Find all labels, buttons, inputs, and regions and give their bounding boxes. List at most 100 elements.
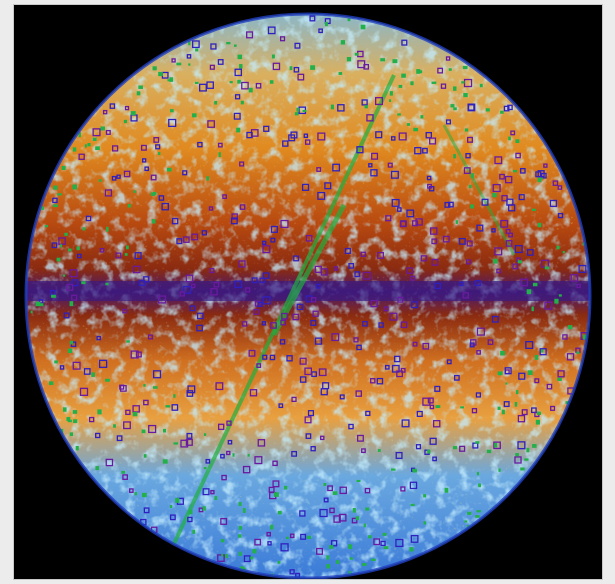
source-box [391,136,396,141]
green-dot [382,532,387,536]
source-box [220,453,225,459]
green-dot [113,424,116,428]
source-box [458,237,466,245]
green-dot [329,545,334,549]
source-box [231,213,238,220]
source-box [514,456,522,464]
green-dot [158,152,161,156]
source-box [499,173,505,180]
source-box [241,81,249,90]
source-box [191,40,200,49]
green-dot [352,508,356,513]
source-box [206,81,214,89]
green-dot [520,467,525,471]
source-box [226,450,231,456]
source-box [442,235,450,243]
source-box [158,195,165,201]
green-dot [531,306,534,312]
source-box [370,378,376,384]
source-box [143,507,150,514]
green-dot [214,100,218,105]
source-box [79,387,89,396]
green-dot [38,303,44,307]
source-box [429,227,438,235]
source-box [427,397,434,404]
source-box [356,344,362,351]
green-dot [248,87,253,93]
source-box [142,158,147,163]
source-box [102,109,108,115]
source-box [85,215,92,222]
green-dot [78,132,81,138]
source-box [267,541,272,546]
green-dot [501,409,505,415]
green-dot [470,204,474,209]
source-box [51,242,58,249]
green-dot [63,274,66,277]
source-box [337,104,345,112]
source-box [305,234,313,242]
green-dot [72,147,77,152]
green-dot [365,507,370,511]
green-dot [324,21,328,27]
source-box [282,140,289,147]
green-dot [239,566,245,569]
green-dot [505,382,508,385]
green-dot [531,208,536,211]
source-box [531,407,537,414]
green-dot [467,511,472,515]
source-box [410,534,419,543]
source-box [431,238,438,245]
source-box [401,419,410,428]
green-dot [252,549,257,554]
source-box [262,240,267,245]
green-dot [44,225,49,228]
green-dot [347,18,351,22]
green-dot [226,41,231,45]
green-dot [237,54,243,60]
green-dot [476,510,481,513]
source-box [270,237,276,243]
green-dot [141,492,147,498]
source-box [557,370,565,378]
green-dot [229,81,233,84]
source-box [112,145,119,152]
green-dot [220,539,225,543]
source-box [310,297,317,303]
source-box [242,465,251,474]
green-dot [84,144,87,148]
source-box [505,240,513,247]
green-dot [540,349,544,353]
source-box [186,432,193,439]
green-dot [158,71,163,77]
source-box [196,312,204,320]
green-dot [562,250,565,254]
source-box [500,219,509,228]
green-dot [532,282,538,287]
source-box [501,195,508,202]
source-box [105,458,114,467]
green-dot [348,570,352,576]
source-box [243,555,251,563]
source-box [440,83,447,89]
green-dot [326,555,330,560]
source-box [510,130,516,136]
source-box [262,354,268,360]
source-box [294,42,301,49]
source-box [466,240,473,247]
source-box [377,251,384,259]
source-box [300,533,307,540]
source-box [123,421,131,430]
scan-streak [442,124,516,256]
green-dot [582,334,588,340]
green-dot [409,547,414,552]
source-box [99,247,105,253]
green-dot [515,453,519,457]
sky-map [24,12,592,579]
source-box [576,283,581,289]
source-box [63,312,70,319]
green-dot [175,497,180,503]
green-dot [69,301,74,307]
source-box [183,236,190,243]
source-box [239,204,246,210]
